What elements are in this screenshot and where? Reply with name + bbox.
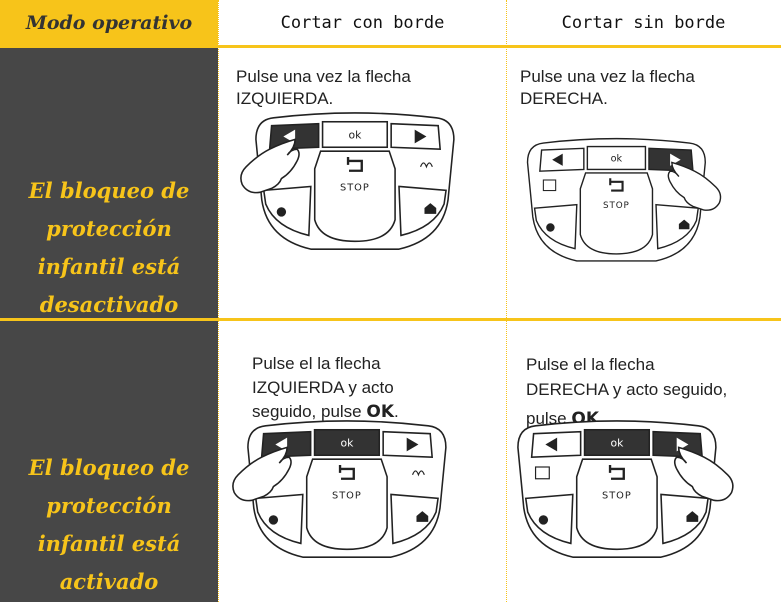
gear-icon xyxy=(546,223,555,232)
hand xyxy=(232,446,292,502)
ok-button xyxy=(583,428,651,457)
row-label: El bloqueo de protección infantil está d… xyxy=(0,48,218,324)
ok-label: ok xyxy=(348,128,362,141)
row-label-cell: El bloqueo de protección infantil está a… xyxy=(0,321,218,602)
ok-button xyxy=(586,145,647,171)
side-icon xyxy=(534,466,550,480)
left-side-button xyxy=(262,185,312,237)
arrow xyxy=(406,437,419,452)
center-pad xyxy=(313,150,396,243)
stop-label: STOP xyxy=(332,490,362,501)
header-text: Modo operativo xyxy=(25,12,193,34)
label-line: protección xyxy=(46,216,172,241)
center-pad xyxy=(575,458,658,551)
header-cell: Modo operativo xyxy=(0,0,218,46)
ok-button xyxy=(313,428,381,457)
text-line: Pulse el la flecha xyxy=(252,354,381,373)
ok-button xyxy=(321,120,389,149)
stop-label: STOP xyxy=(603,201,630,211)
left-side-button xyxy=(524,493,574,545)
left-side-button xyxy=(254,493,304,545)
text: seguido, pulse xyxy=(252,402,367,421)
column-rule xyxy=(506,0,507,602)
column-rule xyxy=(218,0,219,602)
text-line: DERECHA y acto seguido, xyxy=(526,380,728,399)
return-icon xyxy=(608,465,625,480)
text-line: Pulse una vez la flecha xyxy=(236,67,411,86)
ok-label: ok xyxy=(340,436,354,449)
left-side-button xyxy=(533,203,578,250)
arrow xyxy=(545,437,558,452)
label-line: infantil está xyxy=(37,254,181,279)
return-icon xyxy=(346,157,363,172)
bold-text: OK xyxy=(366,402,394,422)
text-line: IZQUIERDA y acto xyxy=(252,378,394,397)
label-line: infantil está xyxy=(37,531,181,556)
right-side-button xyxy=(660,493,709,545)
ok-label: ok xyxy=(610,436,624,449)
gear-icon xyxy=(276,207,287,217)
text: . xyxy=(394,402,399,421)
gear-icon xyxy=(268,515,279,525)
keypad: ok STOP xyxy=(240,112,455,250)
text-line: DERECHA. xyxy=(520,89,608,108)
center-pad xyxy=(305,458,388,551)
text: . xyxy=(599,409,604,428)
home-icon xyxy=(678,219,690,230)
return-icon xyxy=(609,178,624,192)
hand xyxy=(240,138,300,194)
row-label-cell: El bloqueo de protección infantil está d… xyxy=(0,48,218,318)
arrow xyxy=(414,129,427,144)
keypad: ok STOP xyxy=(526,137,722,262)
ok-label: ok xyxy=(611,154,623,165)
right-side-button xyxy=(655,203,700,250)
header-text: Cortar sin borde xyxy=(561,13,726,33)
hand xyxy=(673,446,734,502)
gear-icon xyxy=(538,515,549,525)
label-line: El bloqueo de xyxy=(28,178,190,203)
instruction: Pulse el la flecha IZQUIERDA y acto segu… xyxy=(252,352,399,424)
text-line: IZQUIERDA. xyxy=(236,89,334,108)
header-text: Cortar con borde xyxy=(280,13,445,33)
keypad: ok STOP xyxy=(517,420,734,558)
text-line: Pulse una vez la flecha xyxy=(520,67,695,86)
text-line: Pulse el la flecha xyxy=(526,355,655,374)
home-icon xyxy=(416,511,429,522)
arrow xyxy=(552,153,563,166)
keypad: ok STOP xyxy=(232,420,447,558)
side-icon xyxy=(542,179,557,192)
label-line: activado xyxy=(59,569,159,594)
label-line: protección xyxy=(46,493,172,518)
side-icon xyxy=(412,470,425,477)
stop-label: STOP xyxy=(602,490,632,501)
home-icon xyxy=(424,203,437,214)
row-rule xyxy=(0,318,781,321)
right-side-button xyxy=(398,185,447,237)
hand xyxy=(667,161,722,211)
stop-label: STOP xyxy=(340,182,370,193)
text-line: seguido, pulse OK. xyxy=(252,400,399,424)
side-icon xyxy=(420,162,433,169)
instruction: Pulse el la flecha DERECHA y acto seguid… xyxy=(526,352,727,432)
row-label: El bloqueo de protección infantil está a… xyxy=(0,321,218,601)
label-line: desactivado xyxy=(39,292,179,317)
instruction: Pulse una vez la flecha DERECHA. xyxy=(520,66,695,110)
instruction: Pulse una vez la flecha IZQUIERDA. xyxy=(236,66,411,110)
home-icon xyxy=(686,511,699,522)
label-line: El bloqueo de xyxy=(28,455,190,480)
return-icon xyxy=(338,465,355,480)
right-side-button xyxy=(390,493,439,545)
center-pad xyxy=(579,172,654,255)
header-rule xyxy=(0,45,781,48)
